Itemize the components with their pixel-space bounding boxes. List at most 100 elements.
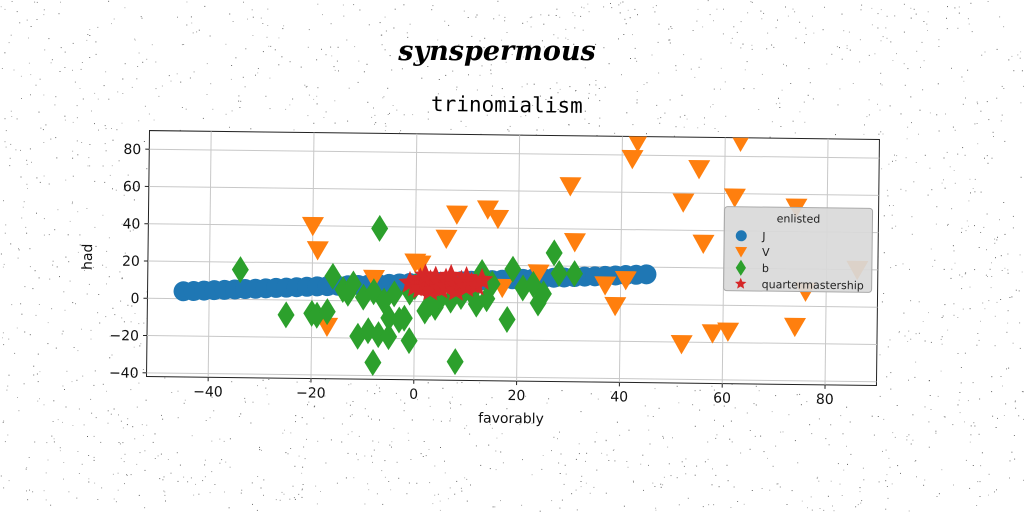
data-point [621, 149, 644, 170]
noise-speck [133, 222, 135, 224]
noise-speck [177, 16, 178, 18]
noise-speck [36, 1, 38, 3]
noise-speck [944, 187, 946, 189]
noise-speck [383, 96, 385, 98]
data-point [559, 177, 582, 197]
noise-speck [940, 338, 942, 340]
noise-speck [675, 69, 677, 71]
noise-speck [792, 120, 794, 122]
data-point [301, 216, 324, 237]
noise-speck [283, 493, 285, 495]
noise-speck [888, 163, 890, 165]
noise-speck [751, 1, 753, 3]
y-tick-label: −40 [109, 365, 139, 381]
noise-speck [657, 41, 659, 43]
noise-speck [503, 96, 505, 98]
noise-speck [491, 94, 493, 96]
noise-speck [127, 174, 129, 176]
noise-speck [878, 481, 880, 483]
noise-speck [699, 409, 701, 411]
noise-speck [229, 438, 231, 440]
noise-speck [1000, 255, 1002, 257]
noise-speck [351, 414, 353, 416]
noise-speck [541, 468, 543, 470]
noise-speck [155, 61, 157, 63]
noise-speck [302, 484, 304, 485]
noise-speck [305, 86, 307, 88]
noise-speck [848, 31, 850, 33]
noise-speck [723, 405, 725, 407]
noise-speck [20, 176, 22, 178]
noise-speck [102, 165, 104, 167]
noise-speck [25, 226, 27, 228]
noise-speck [95, 417, 97, 419]
noise-speck [889, 205, 890, 207]
noise-speck [112, 139, 114, 141]
noise-speck [596, 135, 598, 136]
x-tick-label: −20 [296, 385, 326, 401]
noise-speck [877, 103, 878, 105]
noise-speck [181, 107, 183, 108]
noise-speck [835, 134, 836, 136]
noise-speck [316, 503, 318, 505]
noise-speck [345, 477, 347, 479]
data-point [369, 321, 387, 349]
noise-speck [324, 395, 326, 397]
noise-speck [555, 15, 557, 16]
noise-speck [983, 226, 985, 228]
noise-speck [994, 491, 995, 493]
noise-speck [88, 283, 90, 285]
noise-speck [17, 397, 18, 398]
noise-speck [50, 504, 52, 506]
noise-speck [108, 0, 110, 2]
noise-speck [155, 88, 157, 90]
noise-speck [575, 90, 577, 91]
noise-speck [322, 14, 323, 16]
noise-speck [72, 42, 74, 44]
noise-speck [771, 411, 773, 413]
noise-speck [384, 123, 386, 125]
noise-speck [403, 410, 405, 412]
noise-speck [655, 509, 657, 511]
noise-speck [522, 398, 524, 399]
noise-speck [877, 13, 879, 15]
noise-speck [206, 63, 208, 65]
noise-speck [440, 447, 441, 448]
noise-speck [387, 114, 389, 115]
noise-speck [108, 98, 110, 100]
noise-speck [483, 107, 485, 109]
noise-speck [924, 154, 926, 156]
noise-speck [1007, 272, 1009, 274]
noise-speck [384, 476, 386, 478]
noise-speck [692, 404, 694, 406]
noise-speck [153, 119, 155, 121]
noise-speck [987, 1, 989, 2]
noise-speck [139, 452, 141, 454]
noise-speck [531, 422, 533, 424]
noise-speck [346, 39, 348, 41]
noise-speck [52, 421, 54, 422]
noise-speck [894, 154, 895, 156]
noise-speck [292, 485, 294, 487]
noise-speck [588, 92, 590, 94]
noise-speck [946, 151, 948, 153]
noise-speck [1011, 451, 1013, 453]
data-point [380, 323, 398, 351]
noise-speck [235, 57, 237, 59]
noise-speck [59, 447, 61, 449]
noise-speck [493, 18, 495, 20]
noise-speck [59, 71, 61, 72]
noise-speck [630, 58, 631, 59]
data-point [277, 301, 295, 329]
noise-speck [809, 424, 811, 426]
noise-speck [87, 34, 89, 35]
noise-speck [952, 126, 954, 128]
noise-speck [668, 28, 670, 30]
noise-speck [221, 459, 223, 461]
noise-speck [915, 460, 917, 462]
noise-speck [123, 461, 125, 463]
noise-speck [575, 458, 577, 460]
noise-speck [5, 224, 7, 226]
noise-speck [761, 18, 763, 20]
